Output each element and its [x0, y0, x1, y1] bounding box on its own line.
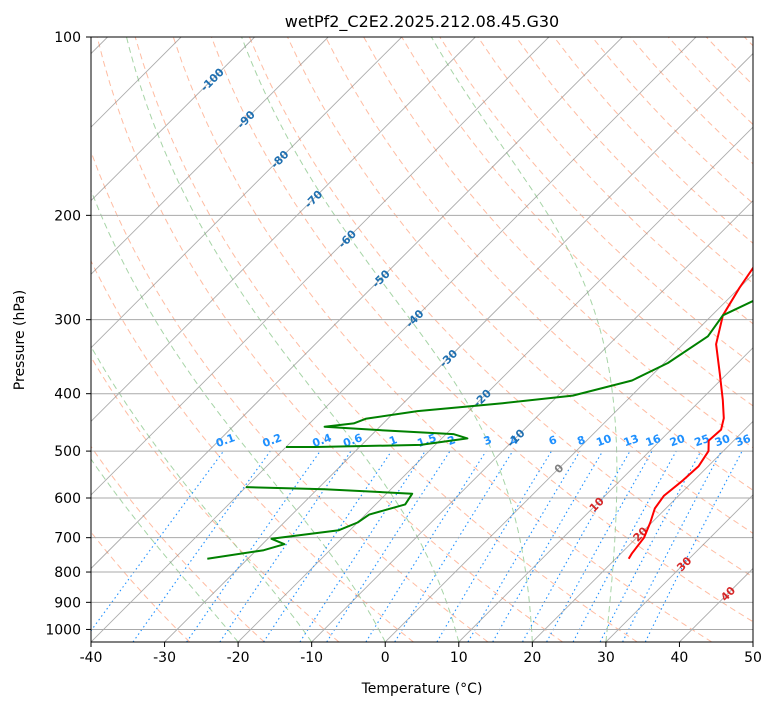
dry-adiabat: [515, 37, 753, 284]
x-tick-label: -10: [300, 650, 323, 666]
y-tick-label: 1000: [45, 622, 81, 638]
moist-adiabat: [126, 37, 460, 642]
mixing-ratio-line: [436, 450, 552, 642]
mixing-ratio-label: 1: [387, 433, 399, 448]
dry-adiabat: [210, 37, 753, 623]
mixing-ratio-line: [599, 450, 702, 642]
isotherm-line: [91, 37, 697, 642]
y-axis-ticks: 100 200 300 400 500 600 700 800 900 1000: [45, 30, 91, 638]
isotherm-line: [91, 37, 403, 349]
y-tick-label: 100: [54, 30, 81, 46]
dry-adiabat: [248, 37, 753, 578]
y-tick-label: 700: [54, 531, 81, 547]
moist-adiabat: [430, 37, 618, 642]
x-tick-label: -30: [153, 650, 176, 666]
isotherm-line: [532, 420, 753, 642]
x-tick-label: -20: [227, 650, 250, 666]
mixing-ratio-line: [263, 450, 392, 642]
isotherm-line: [237, 126, 753, 642]
dry-adiabat: [134, 37, 638, 642]
background-lines: [91, 37, 753, 642]
dry-adiabat: [287, 37, 753, 534]
mixing-ratio-label: 0.1: [214, 431, 237, 450]
isotherm-line: [91, 37, 329, 275]
temperature-trace: [627, 266, 753, 560]
x-tick-label: 10: [450, 650, 468, 666]
y-tick-label: 300: [54, 313, 81, 329]
mixing-ratio-label: 10: [595, 432, 614, 450]
mixing-ratio-line: [572, 450, 677, 642]
x-tick-label: 30: [597, 650, 615, 666]
mixing-ratio-label: 8: [575, 433, 587, 448]
x-tick-label: -40: [80, 650, 103, 666]
dry-adiabat: [172, 37, 713, 642]
dewpoint-trace: [207, 486, 414, 560]
mixing-ratio-label: 4: [508, 433, 520, 448]
mixing-ratio-label: 13: [622, 432, 641, 449]
y-axis-label: Pressure (hPa): [12, 290, 28, 390]
y-tick-label: 400: [54, 387, 81, 403]
mixing-ratio-label: 20: [668, 432, 687, 450]
dewpoint-trace: [286, 299, 753, 448]
mixing-ratio-line: [132, 450, 271, 642]
moist-adiabat: [241, 37, 533, 642]
x-tick-label: 50: [744, 650, 762, 666]
mixing-ratio-line: [394, 450, 514, 642]
y-tick-label: 800: [54, 565, 81, 581]
moist-adiabat: [91, 458, 239, 642]
plot-frame: [90, 36, 754, 643]
mixing-ratio-line: [219, 450, 352, 642]
x-axis-label: Temperature (°C): [361, 681, 483, 697]
mixing-ratio-label: 0.4: [311, 431, 334, 450]
mixing-ratio-line: [326, 450, 451, 642]
mixing-ratio-line: [299, 450, 426, 642]
chart-title: wetPf2_C2E2.2025.212.08.45.G30: [285, 12, 559, 32]
mixing-ratio-label: 30: [713, 432, 732, 450]
y-tick-label: 900: [54, 595, 81, 611]
mixing-ratio-label: 3: [482, 433, 494, 448]
isotherm-line: [605, 494, 753, 642]
isotherm-line: [91, 37, 550, 496]
dry-adiabat: [96, 37, 563, 642]
moist-adiabat: [91, 188, 386, 642]
plot-background: [91, 37, 753, 642]
dry-adiabat: [91, 445, 265, 642]
mixing-ratio-line: [365, 450, 487, 642]
isotherm-line: [311, 200, 753, 642]
mixing-ratio-line: [467, 450, 581, 642]
x-tick-label: 40: [671, 650, 689, 666]
isotherm-line: [91, 37, 623, 570]
mixing-ratio-label: 0.2: [261, 431, 284, 450]
dry-adiabat: [91, 259, 414, 642]
x-tick-label: 20: [523, 650, 541, 666]
x-tick-label: 0: [381, 650, 390, 666]
mixing-ratio-label: 36: [734, 432, 753, 450]
isotherm-line: [164, 52, 753, 642]
y-tick-label: 600: [54, 491, 81, 507]
isotherm-line: [384, 273, 753, 642]
x-axis-ticks: -40 -30 -20 -10 0 10 20 30 40 50: [80, 642, 762, 666]
dry-adiabat: [325, 37, 753, 491]
mixing-ratio-label: 16: [644, 432, 663, 450]
isotherm-line: [458, 347, 753, 642]
isotherm-line: [91, 37, 476, 422]
y-tick-label: 200: [54, 208, 81, 224]
isotherm-line: [91, 37, 255, 202]
mixing-ratio-label: 6: [547, 433, 559, 448]
pressure-gridlines: [91, 37, 753, 630]
profile-traces: [207, 266, 753, 560]
mixing-ratio-label: 25: [693, 432, 712, 449]
mixing-ratio-line: [186, 450, 321, 642]
y-tick-label: 500: [54, 444, 81, 460]
